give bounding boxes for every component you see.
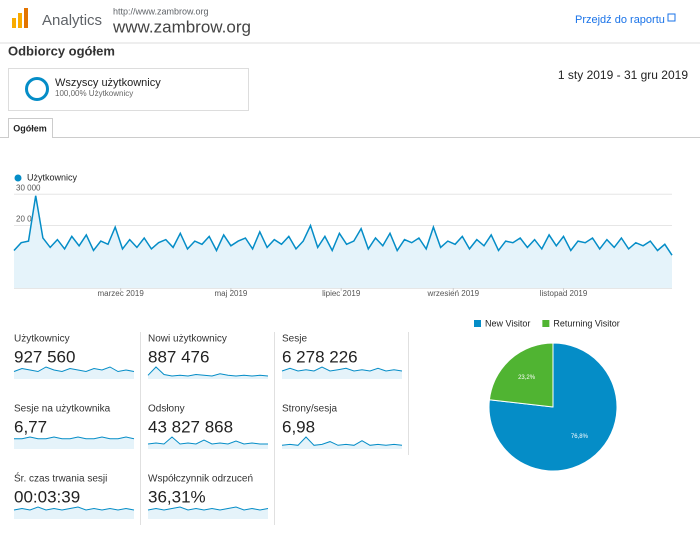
metric-label: Użytkownicy [14, 334, 70, 345]
sparkline-area [148, 507, 268, 519]
series-line [13, 195, 673, 256]
segment-box[interactable] [8, 68, 249, 111]
sparkline-area [14, 367, 134, 379]
x-tick-label: listopad 2019 [540, 289, 588, 298]
sparkline [14, 436, 135, 440]
x-tick-label: maj 2019 [214, 289, 247, 298]
y-tick-label: 20 000 [16, 215, 41, 224]
x-tick-label: wrzesień 2019 [426, 289, 479, 298]
sparkline [281, 366, 403, 372]
legend-label: New Visitor [485, 318, 530, 328]
series-area [14, 195, 672, 288]
tab-label[interactable]: Ogółem [13, 123, 47, 133]
logo-bar [18, 13, 22, 28]
segment-share: 100,00% Użytkownicy [55, 89, 133, 98]
pie-slice [488, 342, 618, 472]
sparkline-area [148, 367, 268, 379]
metric-value: 43 827 868 [148, 417, 233, 436]
metric-value: 00:03:39 [14, 487, 80, 506]
date-range[interactable]: 1 sty 2019 - 31 gru 2019 [558, 68, 688, 82]
metric-separators [140, 332, 409, 525]
metric-value: 6,77 [14, 417, 47, 436]
sparkline [147, 436, 268, 445]
sparkline [13, 366, 135, 373]
logo-bar [24, 8, 28, 28]
segment-icon [25, 77, 49, 101]
metric-value: 36,31% [148, 487, 206, 506]
legend-marker [14, 174, 22, 182]
report-title: Odbiorcy ogółem [8, 43, 115, 58]
link-icon[interactable] [667, 13, 676, 22]
pie-label: 23,2% [518, 375, 536, 381]
y-tick-label: 30 000 [16, 183, 41, 192]
metric-label: Nowi użytkownicy [148, 334, 227, 345]
pie-slice [488, 342, 554, 408]
x-tick-label: marzec 2019 [98, 289, 145, 298]
sparkline-area [282, 437, 402, 449]
sparkline [281, 436, 403, 446]
metric-value: 6 278 226 [282, 347, 358, 366]
metric-label: Sesje [282, 334, 307, 345]
site-url: http://www.zambrow.org [113, 6, 209, 16]
metric-value: 6,98 [282, 417, 315, 436]
legend-label: Returning Visitor [553, 318, 619, 328]
metric-label: Sesje na użytkownika [14, 404, 111, 415]
sparkline [13, 506, 135, 511]
legend-swatch [474, 320, 481, 327]
legend-swatch [542, 320, 550, 327]
segment-name: Wszyscy użytkownicy [55, 77, 161, 89]
metric-label: Odsłony [148, 404, 185, 415]
metric-value: 887 476 [148, 347, 209, 366]
pie-label: 76,8% [571, 434, 589, 440]
product-name: Analytics [42, 12, 102, 29]
metric-label: Śr. czas trwania sesji [14, 472, 107, 485]
metric-label: Strony/sesja [282, 404, 337, 415]
site-name: www.zambrow.org [112, 17, 251, 36]
sparkline-area [14, 437, 134, 449]
sparkline-area [282, 367, 402, 379]
metric-label: Współczynnik odrzuceń [148, 474, 253, 485]
sparkline [147, 506, 269, 511]
report-link[interactable]: Przejdź do raportu [575, 14, 665, 26]
metric-value: 927 560 [14, 347, 75, 366]
logo-bar [12, 18, 16, 28]
sparkline [147, 366, 269, 377]
x-tick-label: lipiec 2019 [322, 289, 361, 298]
legend-label: Użytkownicy [27, 172, 78, 182]
sparkline-area [148, 437, 268, 449]
